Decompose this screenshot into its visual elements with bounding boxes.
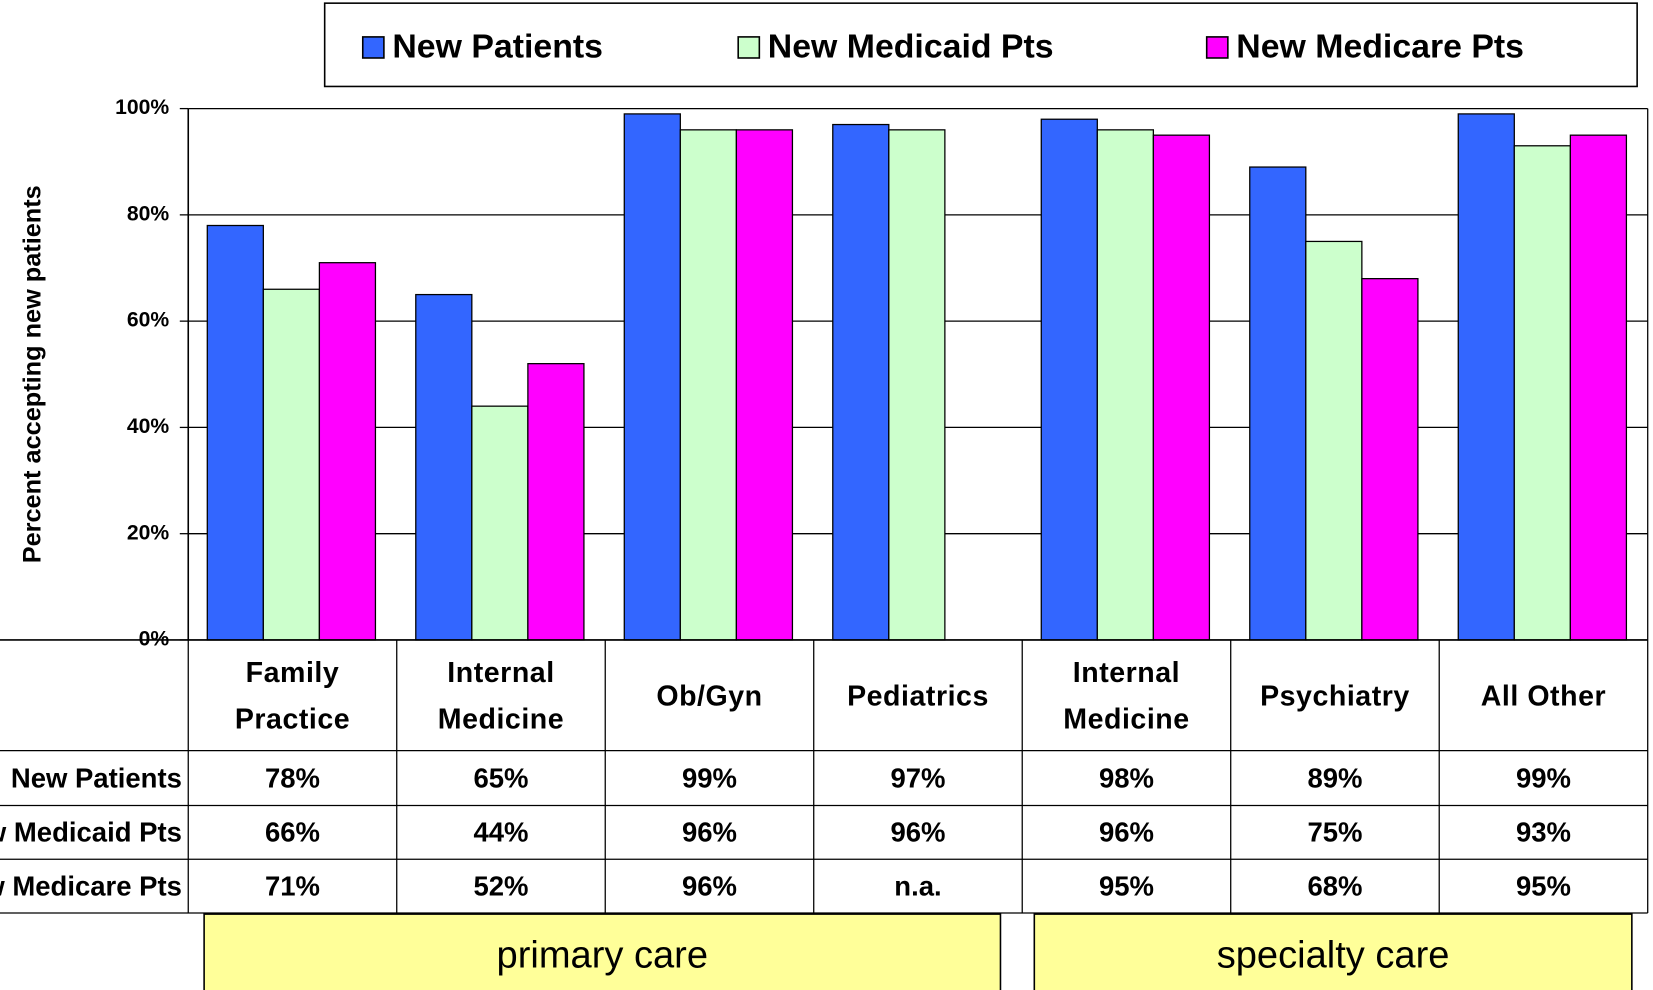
x-tick-label: Psychiatry [1260, 679, 1410, 712]
legend-label: New Medicare Pts [1236, 27, 1524, 65]
y-tick-label: 80% [127, 202, 170, 225]
y-tick-label: 100% [115, 96, 169, 119]
category-cell: Internal Medicine [1063, 656, 1190, 735]
legend-box [323, 2, 1638, 88]
data-label: 93% [1516, 817, 1571, 848]
category-cell: Pediatrics [847, 679, 989, 712]
data-label: 44% [473, 817, 528, 848]
group-label: specialty care [1217, 934, 1450, 976]
bar [206, 224, 264, 641]
x-tick-label: Internal Medicine [1063, 656, 1190, 735]
legend-label: New Patients [392, 27, 603, 65]
data-label: 65% [473, 762, 528, 793]
data-label: 71% [265, 871, 320, 902]
category-cell: All Other [1480, 679, 1607, 712]
bar [832, 123, 890, 641]
data-label: 95% [1516, 871, 1571, 902]
bar [262, 288, 321, 641]
bar [679, 129, 738, 641]
data-label: 75% [1307, 817, 1362, 848]
category-cell: Family Practice [234, 656, 351, 735]
data-label: 95% [1099, 871, 1154, 902]
data-label: 68% [1307, 871, 1362, 902]
category-cell: Psychiatry [1260, 679, 1410, 712]
bar [471, 405, 529, 641]
data-label: 96% [890, 817, 945, 848]
data-label: 78% [265, 762, 320, 793]
bar [1513, 145, 1571, 641]
bar [415, 293, 473, 641]
legend-swatch [361, 36, 385, 59]
bar [1305, 240, 1363, 641]
row-header: New Medicaid Pts [0, 817, 182, 848]
bar [1040, 118, 1098, 641]
bar [623, 113, 681, 641]
bar [1457, 113, 1515, 641]
bar [735, 129, 794, 641]
row-header: New Patients [11, 762, 182, 793]
bar [1361, 278, 1419, 641]
y-tick-label: 40% [127, 415, 170, 438]
data-label: 52% [473, 871, 528, 902]
data-label: 66% [265, 817, 320, 848]
bar [1096, 129, 1155, 641]
data-label: 99% [682, 762, 737, 793]
y-axis-label: Percent accepting new patients [19, 185, 47, 563]
data-label: 98% [1099, 762, 1154, 793]
group-box [1033, 913, 1633, 990]
category-cell: Ob/Gyn [656, 679, 763, 712]
data-label: 97% [890, 762, 945, 793]
bar [1249, 166, 1307, 641]
group-box [203, 913, 1002, 990]
y-tick-label: 20% [127, 521, 170, 544]
data-label: n.a. [894, 871, 941, 902]
row-header: New Medicare Pts [0, 871, 182, 902]
data-label: 89% [1307, 762, 1362, 793]
x-tick-label: Internal Medicine [437, 656, 565, 735]
data-label: 96% [682, 871, 737, 902]
group-label: primary care [497, 934, 708, 976]
data-label: 96% [1099, 817, 1154, 848]
bar [318, 262, 377, 641]
bar [888, 129, 946, 641]
bar [527, 363, 585, 641]
data-label: 99% [1516, 762, 1571, 793]
bar [1152, 134, 1211, 641]
x-tick-label: Pediatrics [847, 679, 989, 712]
legend-swatch [1205, 36, 1229, 59]
data-label: 96% [682, 817, 737, 848]
x-tick-label: All Other [1480, 679, 1607, 712]
x-tick-label: Family Practice [234, 656, 351, 735]
bar [1569, 134, 1628, 641]
category-cell: Internal Medicine [437, 656, 565, 735]
legend-swatch [737, 36, 761, 59]
legend-label: New Medicaid Pts [768, 27, 1054, 65]
y-tick-label: 60% [127, 309, 170, 332]
y-tick-label: 0% [139, 628, 170, 651]
x-tick-label: Ob/Gyn [656, 679, 763, 712]
